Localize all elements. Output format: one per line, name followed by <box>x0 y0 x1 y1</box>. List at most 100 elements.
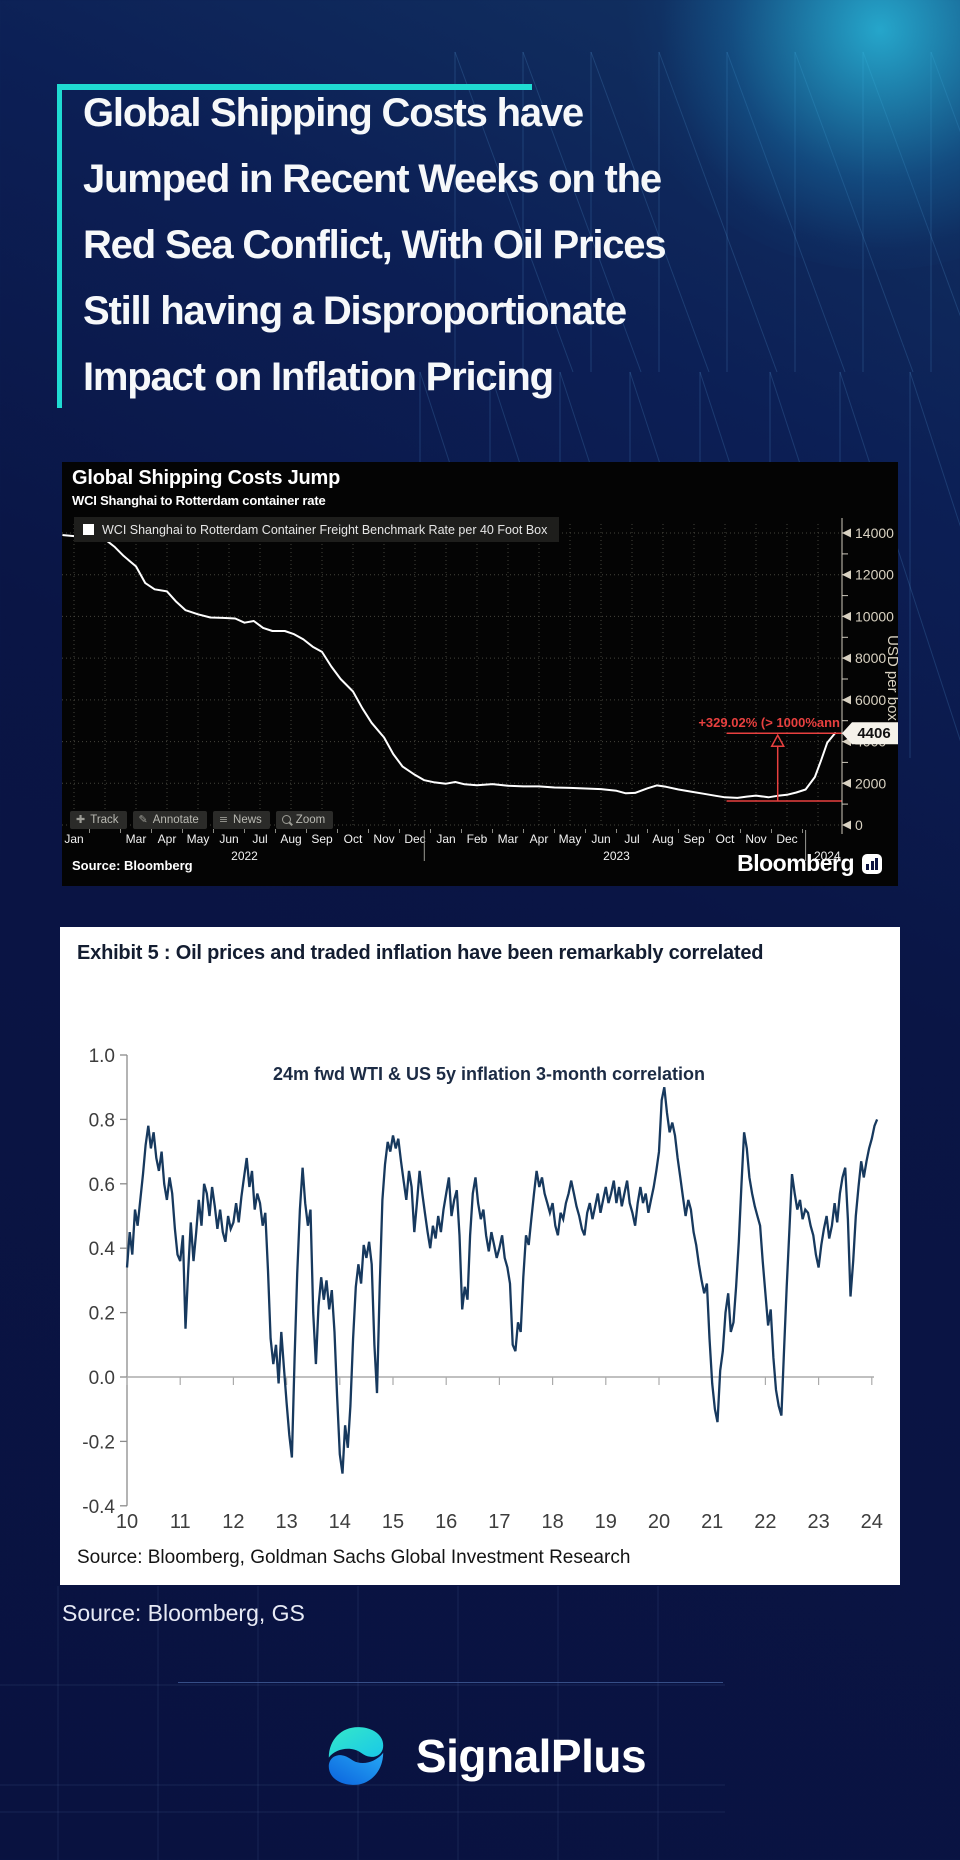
news-button[interactable]: ≡ News <box>212 811 270 829</box>
svg-text:-0.4: -0.4 <box>82 1497 115 1518</box>
annotate-button[interactable]: ✎ Annotate <box>132 811 207 829</box>
svg-text:20: 20 <box>648 1511 670 1533</box>
magnifier-icon <box>281 815 291 824</box>
footer-divider <box>178 1682 723 1683</box>
bloomberg-source-note: Source: Bloomberg <box>72 858 193 873</box>
svg-text:Nov: Nov <box>745 832 766 846</box>
svg-text:4406: 4406 <box>857 725 890 742</box>
svg-text:May: May <box>559 832 582 846</box>
svg-text:Nov: Nov <box>373 832 394 846</box>
svg-text:23: 23 <box>807 1511 829 1533</box>
svg-text:11: 11 <box>170 1511 191 1533</box>
headline-line-5: Impact on Inflation Pricing <box>83 355 554 399</box>
svg-text:0.0: 0.0 <box>89 1368 115 1389</box>
bloomberg-logo: Bloomberg <box>737 850 882 877</box>
bbg-series-line <box>62 534 837 799</box>
list-icon: ≡ <box>218 813 229 826</box>
svg-text:Oct: Oct <box>716 832 735 846</box>
post-source-note: Source: Bloomberg, GS <box>62 1600 305 1626</box>
exhibit-source-note: Source: Bloomberg, Goldman Sachs Global … <box>77 1547 631 1568</box>
svg-text:2024: 2024 <box>814 849 841 863</box>
svg-text:22: 22 <box>754 1511 776 1533</box>
svg-text:Dec: Dec <box>404 832 425 846</box>
gs-x-axis: 10 11 12 13 14 15 16 17 18 19 20 21 22 23 24 <box>116 1511 883 1533</box>
crosshair-icon: ✚ <box>76 813 86 826</box>
svg-text:0.2: 0.2 <box>89 1304 115 1325</box>
zoom-button[interactable]: Zoom <box>275 811 334 829</box>
headline-top-accent <box>57 84 532 90</box>
bbg-y-axis: 02000400060008000100001200014000USD per … <box>841 518 898 834</box>
svg-text:Jun: Jun <box>219 832 238 846</box>
svg-text:Aug: Aug <box>652 832 673 846</box>
gs-series-line <box>125 1086 879 1474</box>
bloomberg-chart-panel: +329.02% (> 1000%ann02000400060008000100… <box>62 462 898 886</box>
legend-swatch-icon <box>83 524 94 535</box>
bbg-last-value-tag: 4406 <box>842 722 898 745</box>
svg-text:Feb: Feb <box>467 832 488 846</box>
svg-text:-0.2: -0.2 <box>82 1432 115 1453</box>
svg-text:1.0: 1.0 <box>89 1046 115 1067</box>
track-label: Track <box>90 813 119 826</box>
svg-text:May: May <box>187 832 210 846</box>
bloomberg-wordmark: Bloomberg <box>737 850 854 876</box>
correlation-chart-title: 24m fwd WTI & US 5y inflation 3-month co… <box>273 1064 705 1084</box>
headline-line-4: Still having a Disproportionate <box>83 289 627 333</box>
svg-text:Mar: Mar <box>498 832 519 846</box>
svg-text:Sep: Sep <box>311 832 333 846</box>
svg-text:16: 16 <box>435 1511 457 1533</box>
news-label: News <box>233 813 262 826</box>
bbg-annotation: +329.02% (> 1000%ann <box>698 715 842 802</box>
bloomberg-chart-subtitle: WCI Shanghai to Rotterdam container rate <box>72 493 326 508</box>
signalplus-logo: SignalPlus <box>0 1716 960 1796</box>
svg-text:12: 12 <box>222 1511 244 1533</box>
svg-text:12000: 12000 <box>855 567 894 583</box>
svg-text:Sep: Sep <box>683 832 705 846</box>
svg-text:0.6: 0.6 <box>89 1175 115 1196</box>
legend: WCI Shanghai to Rotterdam Container Frei… <box>74 517 560 542</box>
svg-text:21: 21 <box>701 1511 723 1533</box>
svg-text:Apr: Apr <box>158 832 177 846</box>
svg-text:10000: 10000 <box>855 608 894 624</box>
bbg-x-axis: Jan Mar Apr May Jun Jul Aug Sep Oct Nov Dec Jan Feb M… <box>64 829 841 863</box>
bloomberg-chart-title: Global Shipping Costs Jump <box>72 467 341 489</box>
svg-text:Oct: Oct <box>344 832 363 846</box>
signalplus-mark-icon <box>328 1727 384 1785</box>
headline-line-1: Global Shipping Costs have <box>83 91 584 135</box>
headline-left-accent <box>57 84 62 408</box>
exhibit-title: Exhibit 5 : Oil prices and traded inflat… <box>77 942 764 964</box>
gs-y-axis: 1.0 0.8 0.6 0.4 0.2 0.0 -0.2 -0.4 <box>82 1046 128 1518</box>
svg-text:Apr: Apr <box>530 832 549 846</box>
zoom-label: Zoom <box>295 813 326 826</box>
svg-text:24: 24 <box>861 1511 883 1533</box>
svg-text:Jan: Jan <box>436 832 455 846</box>
svg-text:0: 0 <box>855 817 863 833</box>
page-title: Global Shipping Costs have Jumped in Rec… <box>83 80 783 410</box>
headline-line-3: Red Sea Conflict, With Oil Prices <box>83 223 667 267</box>
svg-text:Dec: Dec <box>776 832 797 846</box>
svg-text:17: 17 <box>488 1511 510 1533</box>
svg-text:10: 10 <box>116 1511 138 1533</box>
track-button[interactable]: ✚ Track <box>70 811 127 829</box>
svg-text:Jul: Jul <box>252 832 267 846</box>
svg-text:8000: 8000 <box>855 650 886 666</box>
svg-text:14: 14 <box>329 1511 351 1533</box>
svg-text:2022: 2022 <box>231 849 258 863</box>
correlation-chart-plot: 24m fwd WTI & US 5y inflation 3-month co… <box>82 1046 883 1533</box>
annotate-label: Annotate <box>152 813 199 826</box>
svg-text:14000: 14000 <box>855 525 894 541</box>
svg-text:Jan: Jan <box>64 832 83 846</box>
svg-text:Aug: Aug <box>280 832 301 846</box>
svg-text:Mar: Mar <box>126 832 147 846</box>
bloomberg-chart-plot: +329.02% (> 1000%ann02000400060008000100… <box>62 518 898 863</box>
svg-text:+329.02% (> 1000%ann: +329.02% (> 1000%ann <box>698 715 840 730</box>
legend-label: WCI Shanghai to Rotterdam Container Frei… <box>102 522 548 537</box>
svg-text:0.4: 0.4 <box>89 1239 116 1260</box>
svg-text:2023: 2023 <box>603 849 630 863</box>
svg-text:USD per box: USD per box <box>884 635 898 721</box>
exhibit-panel: 24m fwd WTI & US 5y inflation 3-month co… <box>60 927 900 1585</box>
bloomberg-chart-icon <box>862 853 882 874</box>
headline-line-2: Jumped in Recent Weeks on the <box>83 157 662 201</box>
svg-text:13: 13 <box>275 1511 297 1533</box>
pencil-icon: ✎ <box>138 813 148 826</box>
